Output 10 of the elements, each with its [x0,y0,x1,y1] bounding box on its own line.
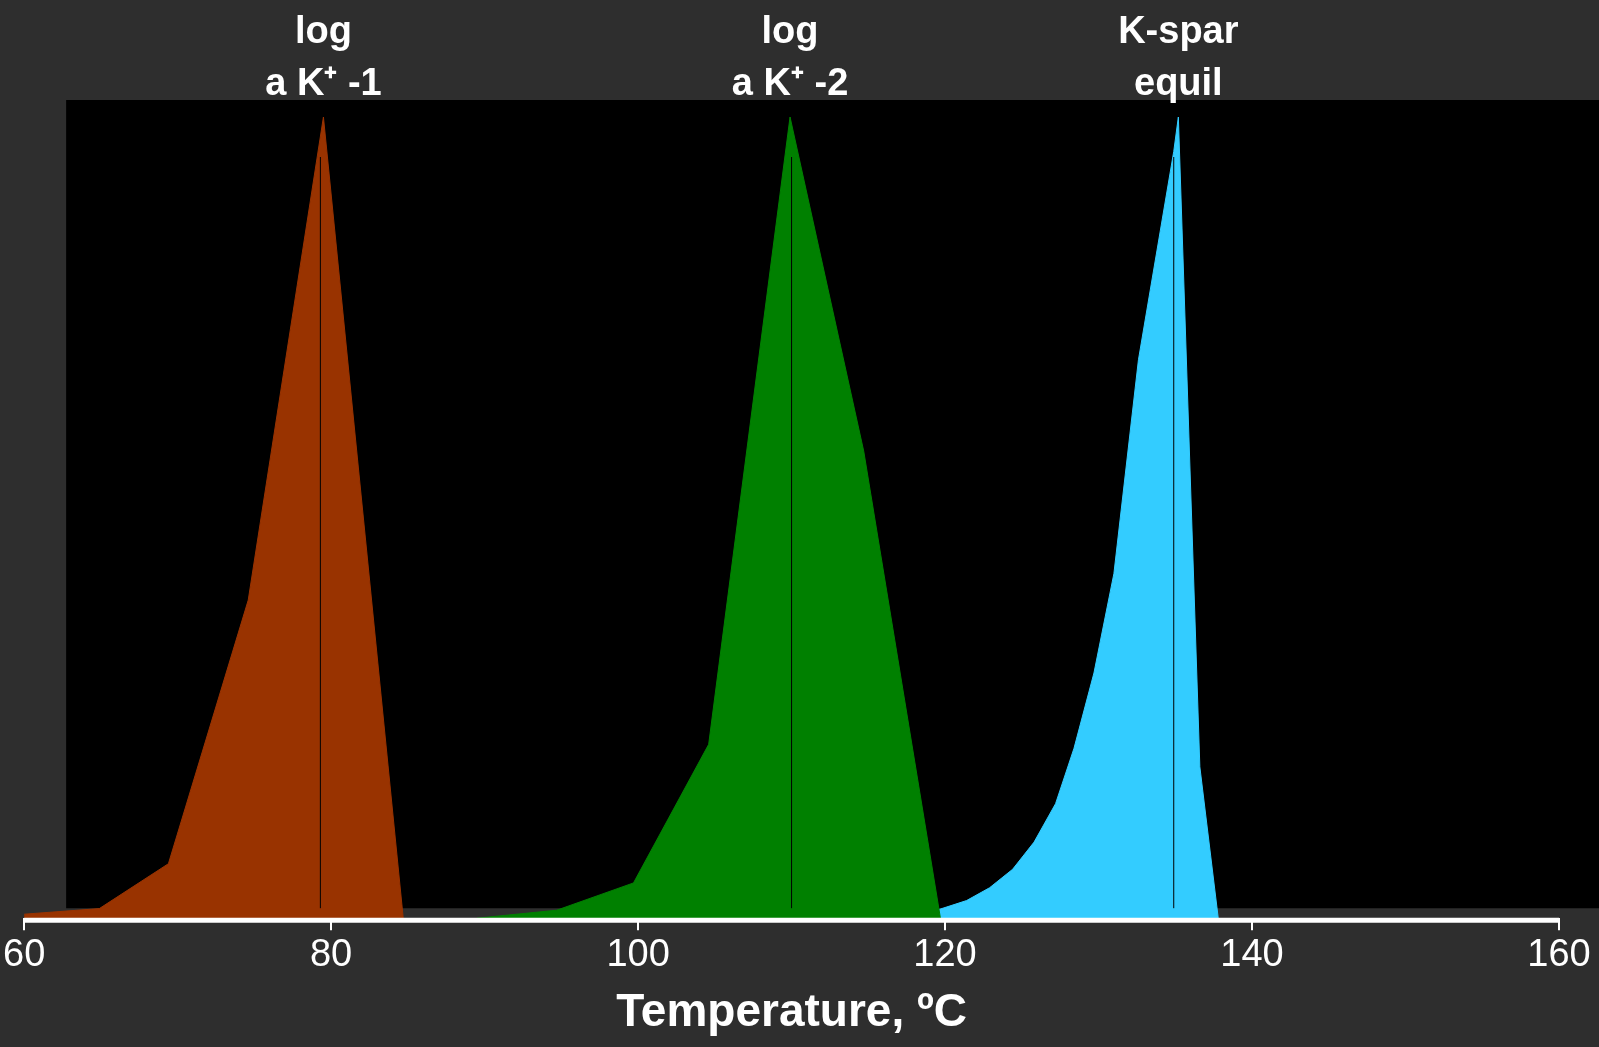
x-tick-label: 120 [913,932,977,975]
series-label: K-spar equil [1118,9,1239,103]
x-tick-label: 60 [2,932,46,975]
x-axis-title: Temperature, ºC [616,984,967,1037]
series-label: log a K⁺ -2 [731,9,849,103]
x-tick-label: 80 [309,932,353,975]
x-tick-label: 140 [1220,932,1284,975]
x-tick-label: 100 [606,932,670,975]
series-label: log a K⁺ -1 [265,9,382,103]
x-tick-label: 160 [1527,932,1591,975]
